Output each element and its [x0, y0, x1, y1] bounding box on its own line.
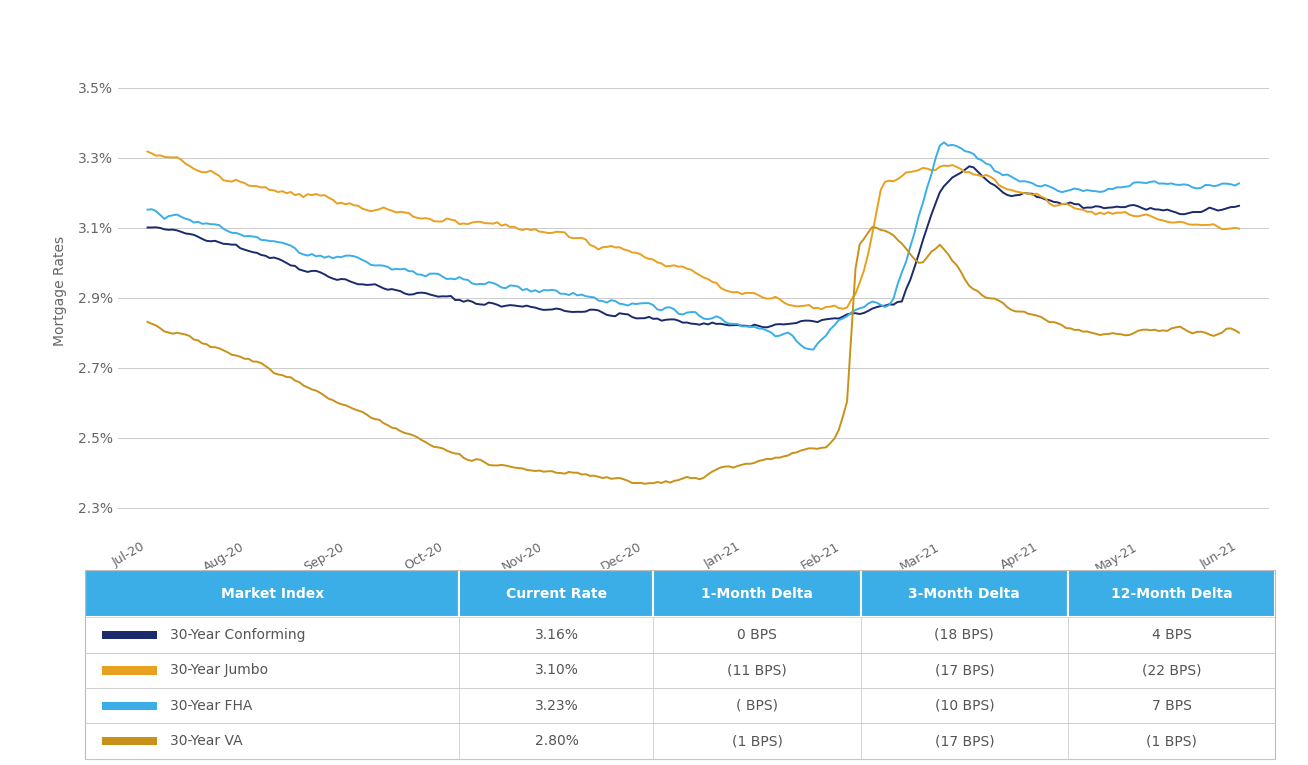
- Text: (1 BPS): (1 BPS): [1146, 734, 1197, 748]
- Text: 0 BPS: 0 BPS: [738, 628, 777, 642]
- Text: 7 BPS: 7 BPS: [1152, 698, 1192, 713]
- Text: 1-Month Delta: 1-Month Delta: [701, 587, 814, 601]
- Text: (18 BPS): (18 BPS): [934, 628, 994, 642]
- Text: 3-Month Delta: 3-Month Delta: [909, 587, 1020, 601]
- Text: 3.23%: 3.23%: [535, 698, 578, 713]
- Text: (1 BPS): (1 BPS): [731, 734, 782, 748]
- Text: (11 BPS): (11 BPS): [727, 663, 787, 677]
- Y-axis label: Mortgage Rates: Mortgage Rates: [52, 236, 67, 346]
- Text: 30-Year Conforming: 30-Year Conforming: [170, 628, 306, 642]
- Text: (22 BPS): (22 BPS): [1142, 663, 1202, 677]
- Text: 30-Year Jumbo: 30-Year Jumbo: [170, 663, 268, 677]
- Text: 30-Year FHA: 30-Year FHA: [170, 698, 252, 713]
- Text: (17 BPS): (17 BPS): [934, 734, 994, 748]
- Text: 2.80%: 2.80%: [535, 734, 578, 748]
- Text: Market Index: Market Index: [221, 587, 324, 601]
- Text: 3.16%: 3.16%: [535, 628, 578, 642]
- Text: 30-Year VA: 30-Year VA: [170, 734, 243, 748]
- Text: ( BPS): ( BPS): [736, 698, 778, 713]
- Text: Current Rate: Current Rate: [506, 587, 607, 601]
- Text: (17 BPS): (17 BPS): [934, 663, 994, 677]
- Text: 3.10%: 3.10%: [535, 663, 578, 677]
- Text: (10 BPS): (10 BPS): [934, 698, 994, 713]
- Text: 12-Month Delta: 12-Month Delta: [1110, 587, 1232, 601]
- Text: 4 BPS: 4 BPS: [1152, 628, 1192, 642]
